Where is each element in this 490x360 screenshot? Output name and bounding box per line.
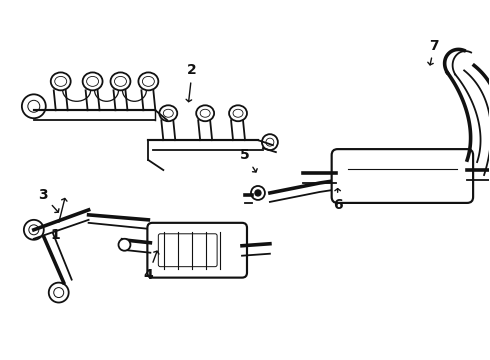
FancyBboxPatch shape (332, 149, 473, 203)
Text: 5: 5 (240, 148, 257, 172)
Circle shape (255, 190, 261, 196)
Text: 6: 6 (333, 189, 343, 212)
Text: 3: 3 (38, 188, 59, 212)
Text: 2: 2 (186, 63, 197, 102)
Text: 1: 1 (51, 198, 67, 242)
Text: 7: 7 (428, 39, 439, 65)
Circle shape (119, 239, 130, 251)
FancyBboxPatch shape (147, 223, 247, 278)
Text: 4: 4 (144, 251, 159, 282)
